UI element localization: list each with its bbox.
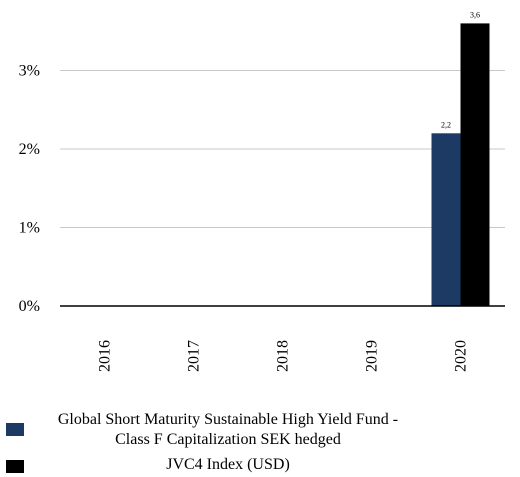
legend-label-index: JVC4 Index (USD) xyxy=(166,456,290,473)
legend-label-fund-line2: Class F Capitalization SEK hedged xyxy=(115,431,341,448)
data-label: 2,2 xyxy=(441,120,451,129)
bars xyxy=(431,23,490,307)
y-tick-label: 2% xyxy=(19,141,40,158)
legend-swatch-fund xyxy=(6,423,24,436)
y-axis-tick-labels: 0% 1% 2% 3% xyxy=(19,63,40,316)
data-labels: 2,2 3,6 xyxy=(441,10,480,129)
gridlines xyxy=(60,70,505,228)
x-tick-label: 2019 xyxy=(364,340,381,372)
x-tick-label: 2016 xyxy=(97,340,114,372)
bar-chart: 0% 1% 2% 3% 2,2 3,6 2016 2017 2018 2019 2020 xyxy=(19,10,505,372)
y-tick-label: 1% xyxy=(19,220,40,237)
y-tick-label: 0% xyxy=(19,298,40,315)
legend-swatch-index xyxy=(6,460,24,473)
x-tick-label: 2017 xyxy=(186,340,203,372)
x-tick-label: 2020 xyxy=(453,340,470,372)
legend: Global Short Maturity Sustainable High Y… xyxy=(0,408,520,473)
y-tick-label: 3% xyxy=(19,63,40,80)
x-tick-label: 2018 xyxy=(275,340,292,372)
bar xyxy=(431,133,461,306)
data-label: 3,6 xyxy=(470,10,480,19)
x-axis-tick-labels: 2016 2017 2018 2019 2020 xyxy=(97,340,470,372)
legend-label-fund-line1: Global Short Maturity Sustainable High Y… xyxy=(57,411,399,428)
bar xyxy=(460,23,490,307)
